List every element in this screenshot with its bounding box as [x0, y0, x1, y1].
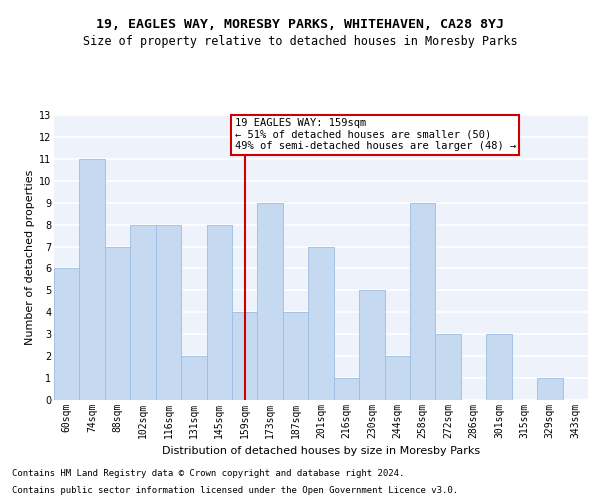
Bar [257, 202, 283, 400]
Bar [54, 268, 79, 400]
Text: Contains public sector information licensed under the Open Government Licence v3: Contains public sector information licen… [12, 486, 458, 495]
Bar [130, 224, 156, 400]
Bar [410, 202, 436, 400]
Bar [486, 334, 512, 400]
Text: 19 EAGLES WAY: 159sqm
← 51% of detached houses are smaller (50)
49% of semi-deta: 19 EAGLES WAY: 159sqm ← 51% of detached … [235, 118, 516, 152]
Bar [79, 159, 105, 400]
Bar [181, 356, 206, 400]
Y-axis label: Number of detached properties: Number of detached properties [25, 170, 35, 345]
Bar [334, 378, 359, 400]
Bar [105, 246, 130, 400]
Bar [436, 334, 461, 400]
Bar [537, 378, 563, 400]
Bar [385, 356, 410, 400]
Text: Size of property relative to detached houses in Moresby Parks: Size of property relative to detached ho… [83, 35, 517, 48]
Bar [232, 312, 257, 400]
Bar [206, 224, 232, 400]
Text: 19, EAGLES WAY, MORESBY PARKS, WHITEHAVEN, CA28 8YJ: 19, EAGLES WAY, MORESBY PARKS, WHITEHAVE… [96, 18, 504, 30]
Bar [156, 224, 181, 400]
Bar [308, 246, 334, 400]
Text: Contains HM Land Registry data © Crown copyright and database right 2024.: Contains HM Land Registry data © Crown c… [12, 468, 404, 477]
Bar [283, 312, 308, 400]
Bar [359, 290, 385, 400]
X-axis label: Distribution of detached houses by size in Moresby Parks: Distribution of detached houses by size … [162, 446, 480, 456]
